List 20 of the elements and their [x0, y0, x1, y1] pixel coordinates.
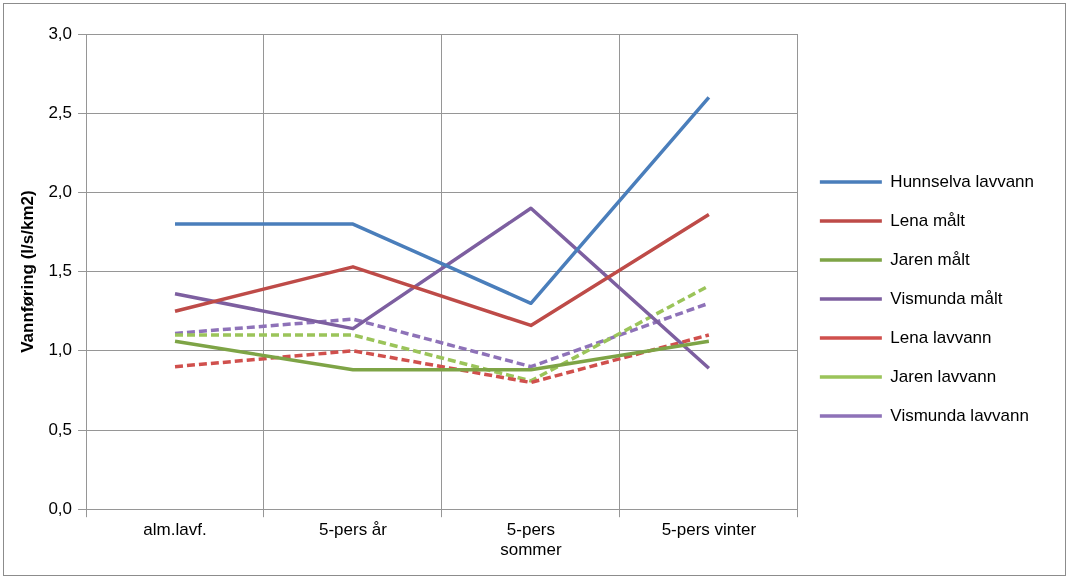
- x-tick-label: alm.lavf.: [143, 520, 207, 540]
- y-tick-label: 1,5: [48, 261, 73, 281]
- legend-label: Jaren lavvann: [890, 366, 997, 386]
- x-tick-label: 5-pers vinter: [661, 520, 757, 540]
- legend-label: Jaren målt: [890, 249, 970, 269]
- legend-label: Vismunda målt: [890, 288, 1003, 308]
- y-tick-label: 0,5: [48, 419, 73, 439]
- y-tick-label: 0,0: [48, 498, 73, 518]
- line-series: [173, 333, 711, 385]
- x-tick-label: 5-pers sommer: [500, 520, 562, 560]
- legend-label: Hunnselva lavvann: [890, 171, 1035, 191]
- legend-label: Vismunda lavvann: [890, 405, 1029, 425]
- y-tick-label: 1,0: [48, 340, 73, 360]
- legend-label: Lena lavvann: [890, 327, 992, 347]
- legend-label: Lena målt: [890, 210, 966, 230]
- y-axis-title: Vannføring (l/s/km2): [17, 190, 37, 353]
- x-tick-label: 5-pers år: [318, 520, 388, 540]
- y-tick-label: 2,0: [48, 182, 73, 202]
- y-tick-label: 3,0: [48, 23, 73, 43]
- y-tick-label: 2,5: [48, 102, 73, 122]
